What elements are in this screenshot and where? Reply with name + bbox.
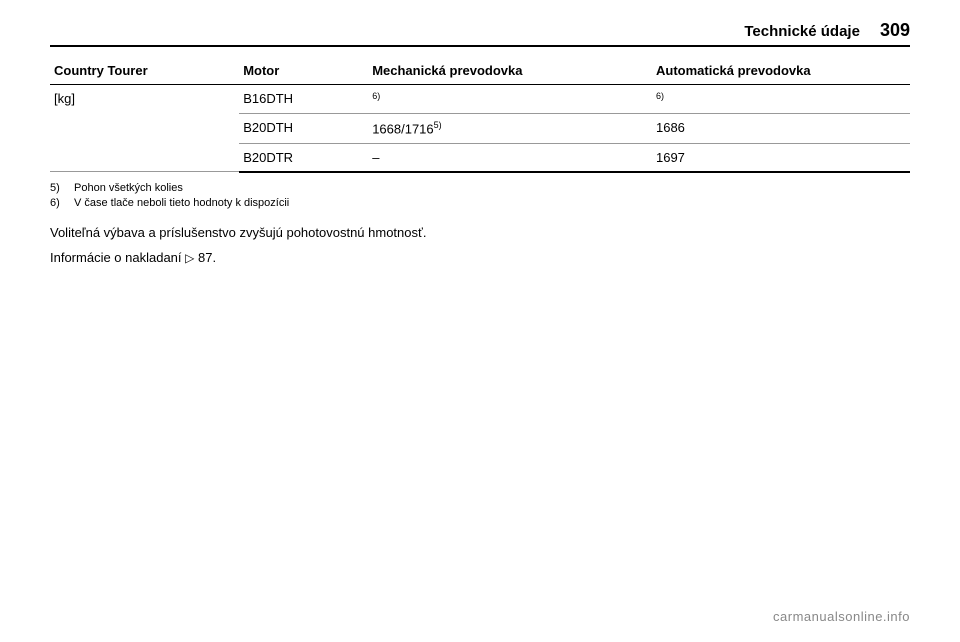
footnotes: 5) Pohon všetkých kolies 6) V čase tlače…	[50, 181, 910, 212]
col-header-manual: Mechanická prevodovka	[368, 57, 652, 85]
body-line-prefix: Informácie o nakladaní	[50, 250, 185, 265]
engine-cell: B20DTR	[239, 143, 368, 172]
body-line: Informácie o nakladaní ▷ 87.	[50, 248, 910, 269]
specs-table: Country Tourer Motor Mechanická prevodov…	[50, 57, 910, 173]
auto-cell: 1697	[652, 143, 910, 172]
reference-icon: ▷	[185, 249, 194, 268]
auto-cell: 1686	[652, 114, 910, 143]
col-header-engine: Motor	[239, 57, 368, 85]
engine-cell: B16DTH	[239, 85, 368, 114]
engine-cell: B20DTH	[239, 114, 368, 143]
body-line: Voliteľná výbava a príslušenstvo zvyšujú…	[50, 223, 910, 244]
body-line-ref: 87.	[198, 250, 216, 265]
page-number: 309	[880, 20, 910, 41]
footnote-marker: 6)	[50, 196, 64, 211]
table-row: [kg] B16DTH 6) 6)	[50, 85, 910, 114]
footnote-text: Pohon všetkých kolies	[74, 181, 183, 196]
table-header-row: Country Tourer Motor Mechanická prevodov…	[50, 57, 910, 85]
body-text: Voliteľná výbava a príslušenstvo zvyšujú…	[50, 223, 910, 269]
watermark: carmanualsonline.info	[773, 609, 910, 624]
auto-cell: 6)	[652, 85, 910, 114]
footnote: 5) Pohon všetkých kolies	[50, 181, 910, 196]
section-title: Technické údaje	[744, 23, 860, 40]
manual-cell: 6)	[368, 85, 652, 114]
table-body: [kg] B16DTH 6) 6) B20DTH 1668/17165) 168…	[50, 85, 910, 172]
footnote-marker: 5)	[50, 181, 64, 196]
col-header-auto: Automatická prevodovka	[652, 57, 910, 85]
model-cell: [kg]	[50, 85, 239, 172]
footnote-text: V čase tlače neboli tieto hodnoty k disp…	[74, 196, 289, 211]
col-header-model: Country Tourer	[50, 57, 239, 85]
manual-cell: 1668/17165)	[368, 114, 652, 143]
manual-cell: –	[368, 143, 652, 172]
footnote: 6) V čase tlače neboli tieto hodnoty k d…	[50, 196, 910, 211]
page-header: Technické údaje 309	[50, 20, 910, 47]
